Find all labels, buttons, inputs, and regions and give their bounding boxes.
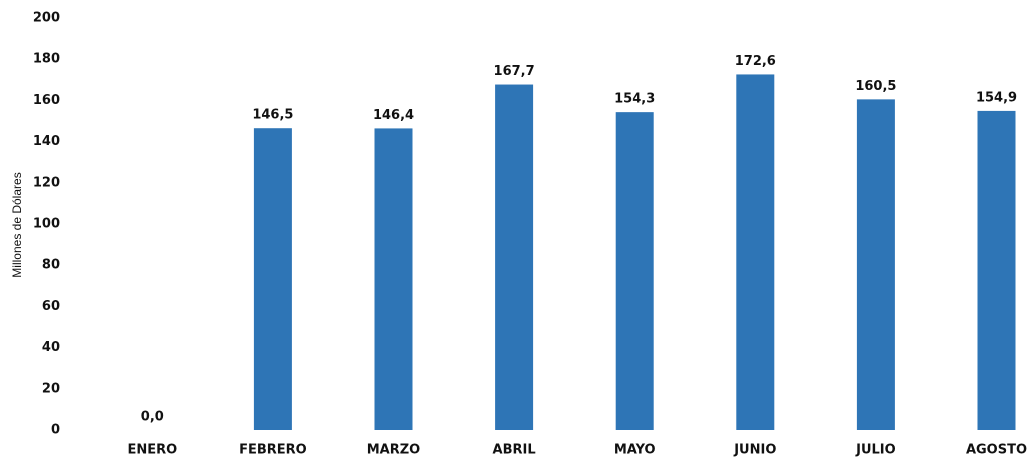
bar: [253, 128, 292, 430]
y-tick-label: 100: [33, 217, 60, 232]
y-tick-label: 120: [33, 175, 60, 190]
value-label: 160,5: [855, 79, 896, 94]
x-tick-label: FEBRERO: [239, 443, 307, 458]
y-tick-label: 20: [42, 381, 60, 396]
y-tick-label: 160: [33, 93, 60, 108]
value-label: 0,0: [141, 410, 164, 425]
bar: [615, 112, 654, 430]
bar: [495, 84, 534, 431]
y-tick-label: 140: [33, 134, 60, 149]
x-tick-label: MARZO: [367, 443, 421, 458]
bar: [856, 99, 895, 431]
value-label: 146,5: [252, 108, 293, 123]
x-tick-label: JUNIO: [733, 443, 776, 458]
y-tick-label: 60: [42, 299, 60, 314]
value-label: 172,6: [735, 54, 776, 69]
x-tick-label: ABRIL: [493, 443, 536, 458]
value-label: 167,7: [494, 64, 535, 79]
value-label: 146,4: [373, 108, 414, 123]
x-tick-label: ENERO: [127, 443, 177, 458]
x-tick-label: AGOSTO: [966, 443, 1027, 458]
bar: [374, 128, 413, 430]
x-tick-label: MAYO: [614, 443, 656, 458]
y-axis-label: Millones de Dólares: [10, 172, 24, 277]
bar: [736, 74, 775, 430]
y-tick-label: 80: [42, 258, 60, 273]
value-label: 154,3: [614, 92, 655, 107]
y-tick-label: 0: [51, 423, 60, 438]
y-tick-label: 200: [33, 11, 60, 26]
bar: [977, 110, 1016, 430]
value-label: 154,9: [976, 90, 1017, 105]
x-tick-label: JULIO: [855, 443, 896, 458]
y-tick-label: 40: [42, 340, 60, 355]
y-tick-label: 180: [33, 52, 60, 67]
